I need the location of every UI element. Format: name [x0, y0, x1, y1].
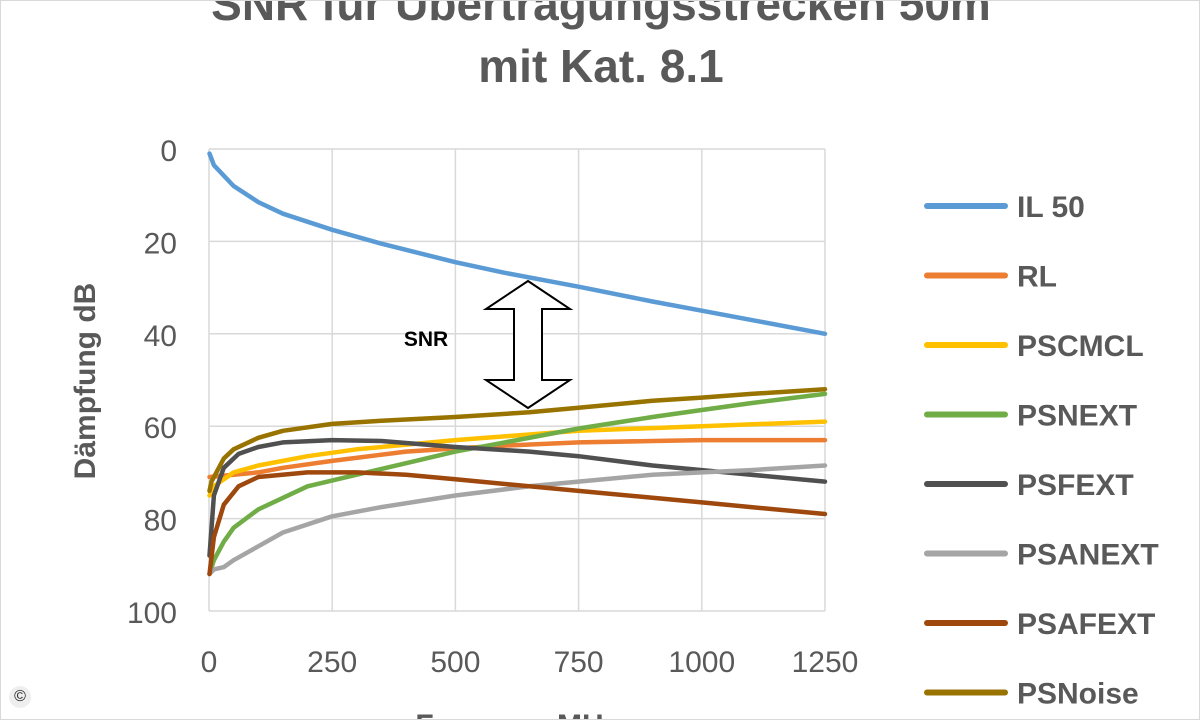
legend-label: PSCMCL [1017, 330, 1144, 363]
series-line-psfext [207, 437, 828, 558]
y-tick-label: 0 [160, 135, 177, 168]
y-tick-label: 40 [144, 320, 177, 353]
legend-item: PSANEXT [924, 539, 1159, 572]
series-line-psafext [207, 470, 828, 577]
legend-label: PSANEXT [1017, 539, 1159, 572]
legend-item: IL 50 [924, 191, 1085, 224]
x-axis-title: Frequenz MHz [415, 709, 618, 720]
x-tick-label: 250 [307, 646, 357, 679]
x-tick-label: 0 [201, 646, 218, 679]
x-tick-label: 1250 [792, 646, 859, 679]
legend-item: PSFEXT [924, 469, 1134, 502]
y-tick-label: 60 [144, 412, 177, 445]
chart-title-line-1: SNR für Übertragungsstrecken 50m [211, 0, 991, 30]
y-tick-label: 20 [144, 227, 177, 260]
series-line-psnoise [207, 386, 828, 494]
legend-label: RL [1017, 261, 1057, 294]
chart-title: SNR für Übertragungsstrecken 50m mit Kat… [1, 0, 1199, 97]
x-tick-label: 500 [430, 646, 480, 679]
legend-label: IL 50 [1017, 191, 1085, 224]
series-line-il-50 [207, 151, 828, 337]
legend-item: PSNoise [924, 678, 1139, 711]
y-axis-title: Dämpfung dB [69, 283, 102, 480]
legend-label: PSFEXT [1017, 469, 1134, 502]
series-line-pscmcl [207, 419, 828, 498]
legend-label: PSAFEXT [1017, 608, 1155, 641]
y-tick-label: 80 [144, 505, 177, 538]
legend: IL 50 RL PSCMCL PSNEXT PSFEXT PSANEXT PSAFEXT P… [924, 191, 1159, 711]
x-tick-label: 750 [554, 646, 604, 679]
series-line-rl [207, 437, 828, 480]
legend-item: PSNEXT [924, 400, 1137, 433]
series-lines [207, 151, 828, 577]
legend-item: PSCMCL [924, 330, 1144, 363]
copyright-badge: © [9, 686, 31, 708]
snr-double-arrow [482, 279, 574, 410]
chart-title-line-2: mit Kat. 8.1 [478, 40, 724, 92]
series-line-psanext [207, 463, 828, 577]
snr-annotation-label: SNR [404, 328, 448, 351]
y-tick-label: 100 [127, 597, 177, 630]
legend-item: PSAFEXT [924, 608, 1155, 641]
x-tick-label: 1000 [668, 646, 735, 679]
legend-label: PSNoise [1017, 678, 1139, 711]
gridlines [208, 148, 826, 612]
legend-item: RL [924, 261, 1057, 294]
series-line-psnext [207, 391, 828, 577]
legend-label: PSNEXT [1017, 400, 1137, 433]
